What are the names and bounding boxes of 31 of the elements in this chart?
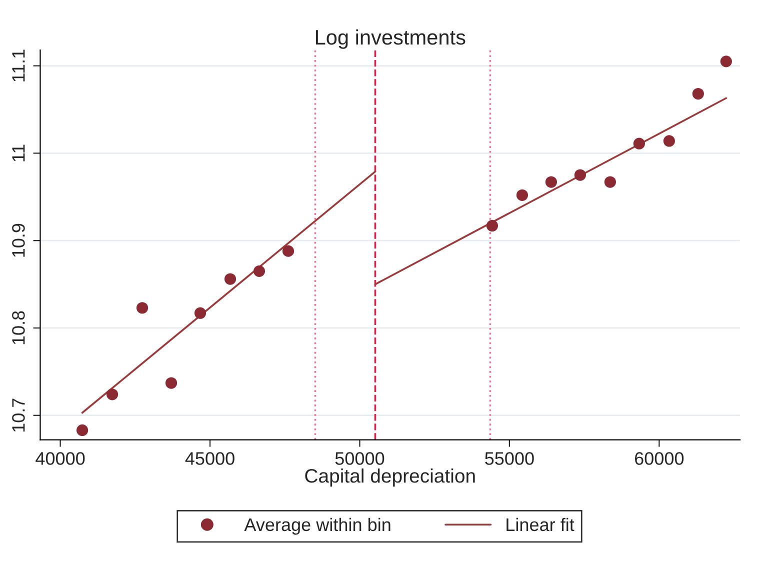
- point: [136, 302, 148, 314]
- x-tick-label: 45000: [185, 452, 234, 465]
- point: [663, 135, 675, 147]
- point: [253, 265, 266, 277]
- point: [486, 220, 498, 232]
- point: [516, 189, 528, 201]
- point: [574, 169, 586, 181]
- y-tick-label: 10.9: [12, 224, 25, 257]
- point: [282, 245, 294, 257]
- point: [194, 307, 206, 319]
- legend-label: Linear fit: [506, 518, 574, 532]
- x-tick-label: 55000: [485, 452, 534, 465]
- point: [633, 138, 645, 150]
- y-tick-label: 11.1: [12, 50, 25, 82]
- x-tick-label: 50000: [335, 452, 384, 465]
- legend-label: Average within bin: [244, 518, 390, 535]
- y-tick-label: 11: [12, 144, 25, 162]
- chart-title: Log investments: [316, 29, 466, 49]
- y-tick-label: 10.7: [12, 398, 25, 432]
- x-axis-title: Capital depreciation: [305, 468, 475, 487]
- point: [604, 176, 616, 188]
- x-tick-label: 40000: [36, 452, 85, 465]
- point: [224, 273, 236, 285]
- point: [545, 176, 558, 188]
- point: [76, 424, 88, 436]
- point: [106, 388, 118, 400]
- point: [720, 56, 732, 68]
- point: [692, 88, 704, 100]
- x-tick-label: 60000: [634, 452, 684, 465]
- y-tick-label: 10.8: [12, 311, 25, 344]
- point: [165, 377, 178, 389]
